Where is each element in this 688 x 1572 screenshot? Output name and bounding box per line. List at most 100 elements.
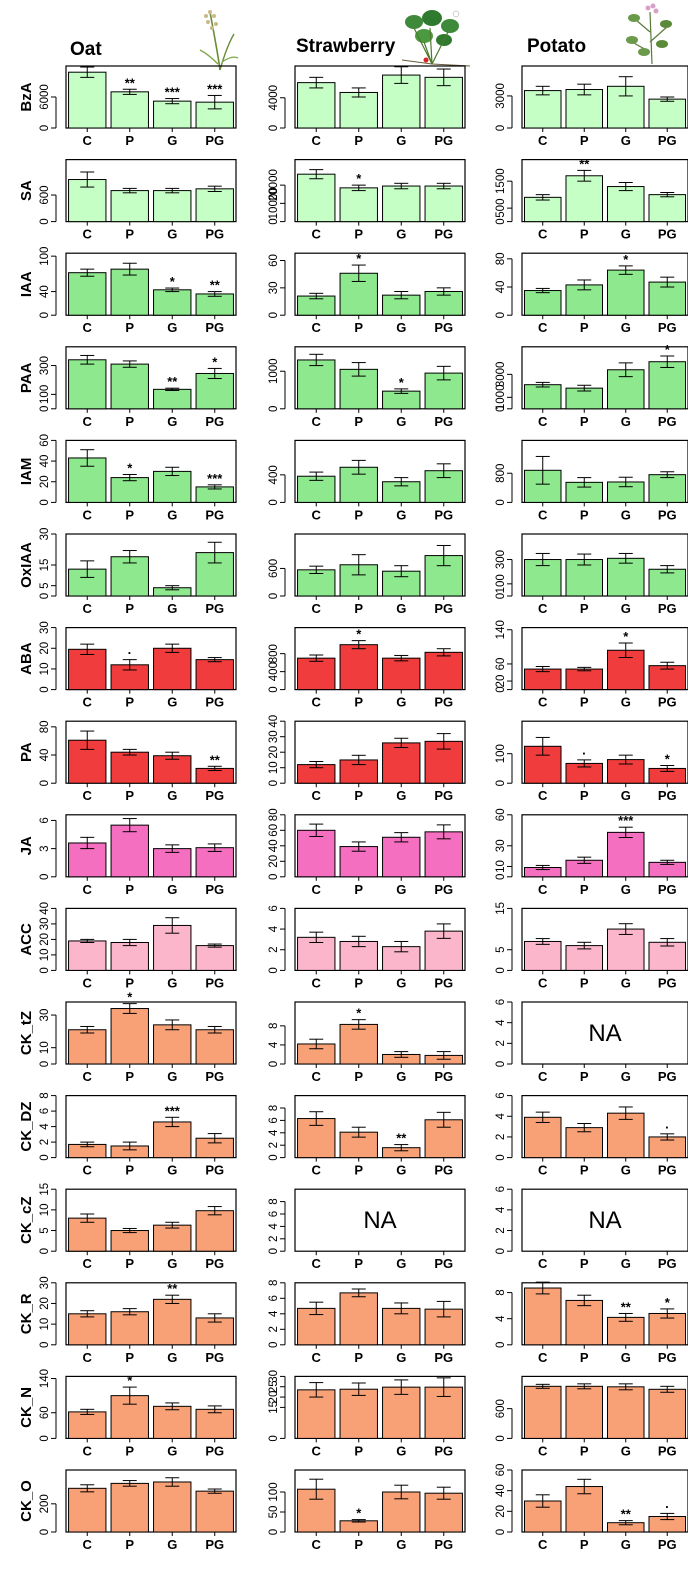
y-tick-label: 0 [39, 1529, 51, 1535]
x-tick-label: G [621, 1537, 631, 1552]
plot-frame [65, 1469, 237, 1533]
x-tick-label: P [580, 133, 589, 148]
x-tick-label: PG [205, 695, 224, 710]
significance-marker: *** [165, 1103, 181, 1118]
bar-g [606, 186, 645, 223]
plot-frame [65, 439, 237, 503]
y-tick-label: 20 [268, 1391, 280, 1404]
x-tick-label: G [167, 1163, 177, 1178]
x-tick-label: C [312, 1163, 322, 1178]
y-tick-label: 8 [268, 1023, 280, 1029]
y-tick-label: 15 [495, 902, 507, 915]
row-label: CK_cZ [18, 1196, 35, 1244]
x-tick-label: G [396, 1350, 406, 1365]
y-tick-label: 20 [268, 855, 280, 868]
y-tick-label: 0 [268, 406, 280, 412]
x-tick-label: P [354, 1350, 363, 1365]
y-tick-label: 0 [268, 780, 280, 786]
x-tick-label: PG [658, 788, 677, 803]
x-tick-label: PG [658, 320, 677, 335]
y-tick-label: 20 [39, 475, 51, 488]
bar-c [523, 196, 562, 223]
y-tick-label: 80 [39, 720, 51, 733]
bar-pg [648, 194, 687, 223]
x-tick-label: PG [434, 1256, 453, 1271]
bar-g [153, 289, 192, 316]
x-tick-label: PG [434, 975, 453, 990]
plot-frame [65, 1188, 237, 1252]
x-tick-label: C [538, 414, 548, 429]
x-tick-label: G [621, 1163, 631, 1178]
x-tick-label: P [125, 133, 134, 148]
x-tick-label: PG [658, 414, 677, 429]
y-tick-label: 6 [268, 905, 280, 911]
y-tick-label: 15 [268, 1401, 280, 1414]
x-tick-label: PG [658, 1256, 677, 1271]
x-tick-label: C [83, 975, 93, 990]
y-tick-label: 4 [39, 1123, 51, 1130]
bar-c [68, 1411, 107, 1439]
y-tick-label: 5 [39, 1227, 51, 1233]
bar-g [153, 1224, 192, 1252]
bar-pg [648, 281, 687, 316]
y-tick-label: 0 [495, 1154, 507, 1160]
y-tick-label: 0 [495, 218, 507, 224]
bar-c [68, 1487, 107, 1533]
x-tick-label: PG [205, 414, 224, 429]
bar-pg [648, 361, 687, 410]
x-tick-label: C [538, 320, 548, 335]
significance-marker: * [212, 354, 218, 369]
x-tick-label: P [580, 975, 589, 990]
x-tick-label: P [125, 227, 134, 242]
bar-pg [195, 1490, 234, 1533]
plot-frame [65, 626, 237, 691]
significance-marker: ** [167, 1281, 178, 1296]
y-tick-label: 4 [268, 1129, 280, 1136]
y-tick-label: 10 [39, 949, 51, 962]
x-tick-label: P [354, 975, 363, 990]
x-tick-label: PG [434, 788, 453, 803]
x-tick-label: P [125, 507, 134, 522]
bar-g [606, 269, 645, 316]
plot-frame [65, 814, 237, 878]
y-tick-label: 30 [495, 839, 507, 852]
x-tick-label: PG [658, 1537, 677, 1552]
x-tick-label: C [83, 882, 93, 897]
not-available-label: NA [588, 1207, 621, 1234]
y-tick-label: 0 [39, 1154, 51, 1160]
plot-frame [294, 1001, 466, 1065]
x-tick-label: P [125, 601, 134, 616]
x-tick-label: C [312, 788, 322, 803]
x-tick-label: G [621, 507, 631, 522]
x-tick-label: G [396, 788, 406, 803]
row-label: JA [18, 836, 35, 855]
x-tick-label: PG [205, 882, 224, 897]
y-tick-label: 20000 [268, 169, 280, 201]
x-tick-label: G [167, 1443, 177, 1458]
y-tick-label: 500 [495, 199, 507, 218]
y-tick-label: 4 [268, 925, 280, 932]
plot-frame [65, 907, 237, 972]
y-tick-label: 800 [268, 644, 280, 663]
y-tick-label: 1000 [495, 385, 507, 411]
bar-c [297, 1389, 336, 1439]
bar-pg [195, 1408, 234, 1439]
y-tick-label: 6 [268, 1117, 280, 1123]
y-tick-label: 0 [495, 312, 507, 318]
y-tick-label: 4 [495, 1206, 507, 1213]
x-tick-label: C [312, 507, 322, 522]
y-tick-label: 6 [495, 1186, 507, 1192]
significance-marker: ** [396, 1131, 407, 1146]
potato-plant-icon [626, 3, 672, 65]
significance-marker: · [665, 1120, 669, 1135]
bar-c [523, 1116, 562, 1159]
